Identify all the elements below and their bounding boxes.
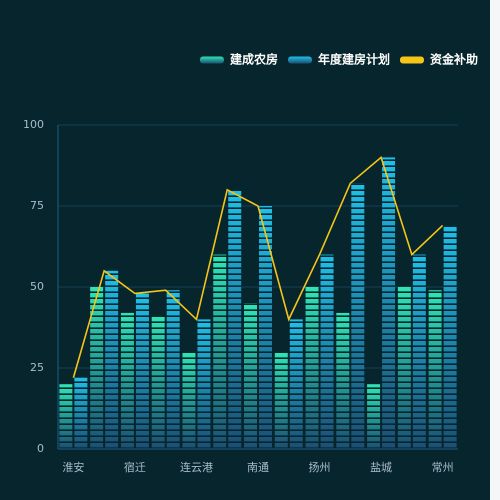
y-tick-label: 100 bbox=[23, 118, 44, 131]
bar bbox=[244, 303, 257, 449]
bar bbox=[443, 225, 457, 449]
bar bbox=[59, 384, 73, 449]
bar bbox=[382, 157, 396, 449]
bar bbox=[74, 377, 88, 449]
bar bbox=[289, 319, 303, 449]
legend-label: 资金补助 bbox=[430, 52, 478, 67]
bar bbox=[367, 384, 381, 449]
y-tick-label: 50 bbox=[30, 280, 44, 293]
bar bbox=[336, 312, 350, 449]
x-tick-label: 连云港 bbox=[180, 461, 213, 474]
x-tick-label: 扬州 bbox=[309, 460, 331, 474]
bar bbox=[428, 290, 442, 449]
x-tick-label: 盐城 bbox=[370, 461, 392, 474]
bar bbox=[197, 319, 211, 449]
legend-swatch bbox=[399, 56, 424, 64]
bar bbox=[105, 270, 119, 449]
legend-label: 年度建房计划 bbox=[318, 52, 390, 67]
x-tick-label: 淮安 bbox=[62, 460, 84, 474]
x-tick-label: 南通 bbox=[247, 461, 269, 474]
y-tick-label: 0 bbox=[37, 442, 44, 455]
x-tick-label: 宿迁 bbox=[124, 460, 146, 474]
bar bbox=[182, 351, 196, 449]
legend-label: 建成农房 bbox=[229, 52, 278, 67]
bar bbox=[305, 287, 319, 449]
y-tick-label: 25 bbox=[30, 361, 44, 374]
bar bbox=[320, 254, 334, 449]
bar bbox=[274, 351, 288, 449]
bar bbox=[151, 316, 165, 449]
x-tick-label: 常州 bbox=[432, 461, 454, 474]
legend-swatch bbox=[199, 56, 224, 64]
legend-swatch bbox=[287, 56, 312, 64]
bar bbox=[166, 290, 180, 449]
bar bbox=[135, 293, 149, 449]
line-series bbox=[72, 156, 444, 378]
bar bbox=[412, 254, 426, 449]
bar bbox=[228, 189, 242, 450]
bar bbox=[351, 183, 365, 449]
bar bbox=[120, 312, 134, 449]
bar bbox=[213, 254, 227, 449]
scrollbar-edge bbox=[490, 0, 500, 500]
bar bbox=[90, 287, 104, 449]
bar bbox=[259, 206, 272, 449]
bar bbox=[397, 287, 411, 449]
y-tick-label: 75 bbox=[30, 199, 44, 212]
